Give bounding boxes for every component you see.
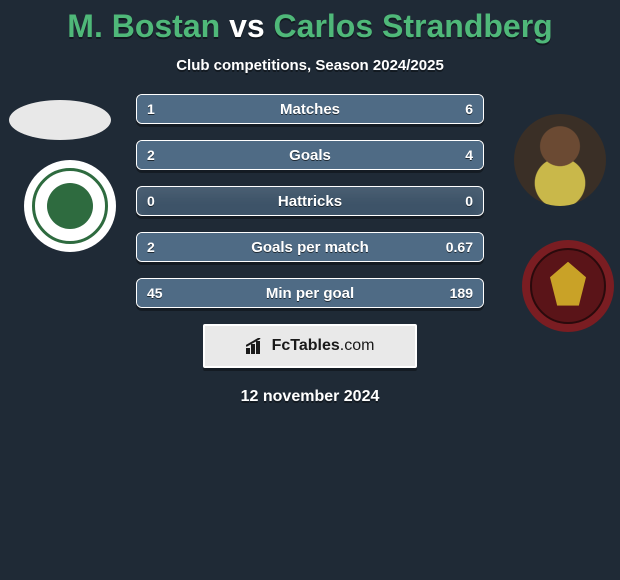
- stat-row: 45189Min per goal: [136, 278, 484, 308]
- stat-row: 24Goals: [136, 140, 484, 170]
- stat-value-right: 0: [455, 187, 483, 215]
- brand-text: FcTables.com: [272, 337, 375, 355]
- subtitle: Club competitions, Season 2024/2025: [0, 57, 620, 74]
- date: 12 november 2024: [0, 388, 620, 406]
- stat-value-right: 6: [455, 95, 483, 123]
- stat-value-left: 0: [137, 187, 165, 215]
- stat-value-right: 4: [455, 141, 483, 169]
- brand-icon: [246, 338, 266, 354]
- player2-photo: [514, 114, 606, 206]
- player1-photo: [9, 100, 111, 140]
- vs-text: vs: [229, 8, 265, 44]
- stat-value-left: 45: [137, 279, 173, 307]
- stat-value-right: 189: [440, 279, 483, 307]
- stat-value-right: 0.67: [436, 233, 483, 261]
- player2-name: Carlos Strandberg: [274, 8, 553, 44]
- brand-badge: FcTables.com: [203, 324, 417, 368]
- stat-row: 0 0Hattricks: [136, 186, 484, 216]
- stat-fill-right: [185, 95, 483, 123]
- stat-row: 20.67Goals per match: [136, 232, 484, 262]
- player2-crest: [522, 240, 614, 332]
- stat-bars: 16Matches24Goals00Hattricks20.67Goals pe…: [136, 94, 484, 308]
- brand-name: FcTables: [272, 337, 340, 354]
- stat-fill-right: [251, 141, 483, 169]
- player1-name: M. Bostan: [67, 8, 220, 44]
- page-title: M. Bostan vs Carlos Strandberg: [0, 0, 620, 45]
- player1-crest: [24, 160, 116, 252]
- brand-domain: .com: [340, 337, 375, 354]
- stat-value-left: 1: [137, 95, 165, 123]
- stat-label: Hattricks: [137, 187, 483, 215]
- stat-value-left: 2: [137, 141, 165, 169]
- stat-fill-left: [137, 233, 397, 261]
- stat-row: 16Matches: [136, 94, 484, 124]
- comparison-stage: 16Matches24Goals00Hattricks20.67Goals pe…: [0, 94, 620, 406]
- stat-value-left: 2: [137, 233, 165, 261]
